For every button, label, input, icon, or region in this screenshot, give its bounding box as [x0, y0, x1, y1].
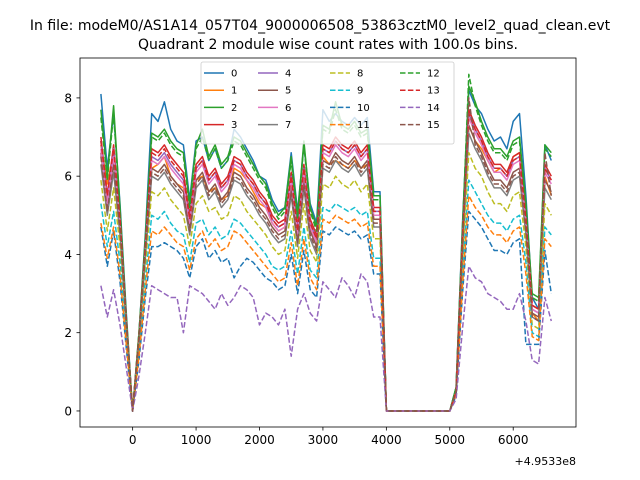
x-tick-label: 5000	[435, 433, 466, 447]
legend-label-14: 14	[427, 103, 440, 114]
y-tick-label: 6	[64, 170, 72, 184]
x-offset-label: +4.9533e8	[515, 455, 576, 468]
legend-label-15: 15	[427, 120, 440, 131]
x-tick-label: 4000	[371, 433, 402, 447]
x-tick-label: 6000	[498, 433, 529, 447]
legend-label-11: 11	[357, 120, 370, 131]
series-line-4	[100, 112, 552, 412]
legend-label-9: 9	[357, 86, 363, 97]
x-tick-label: 1000	[181, 433, 212, 447]
legend-label-3: 3	[231, 120, 237, 131]
legend-label-5: 5	[285, 86, 291, 97]
series-line-5	[100, 124, 552, 412]
legend-label-0: 0	[231, 69, 237, 80]
x-tick-label: 3000	[308, 433, 339, 447]
x-tick-label: 0	[129, 433, 137, 447]
y-tick-label: 0	[64, 404, 72, 418]
series-line-11	[100, 194, 552, 412]
figure-suptitle: In file: modeM0/AS1A14_057T04_9000006508…	[30, 18, 611, 34]
series-line-8	[100, 151, 552, 412]
series-line-3	[100, 108, 552, 412]
y-tick-label: 2	[64, 326, 72, 340]
y-tick-label: 8	[64, 91, 72, 105]
legend-label-6: 6	[285, 103, 291, 114]
plot-area: 0 1000 2000 3000 4000 5000 6000024680123456789…	[64, 57, 577, 447]
legend-label-2: 2	[231, 103, 237, 114]
legend-label-13: 13	[427, 86, 440, 97]
legend-label-10: 10	[357, 103, 370, 114]
legend-label-12: 12	[427, 69, 440, 80]
legend-label-8: 8	[357, 69, 363, 80]
series-line-15	[100, 97, 553, 412]
series-line-9	[100, 179, 552, 412]
legend-label-7: 7	[285, 120, 291, 131]
legend-label-1: 1	[231, 86, 237, 97]
legend-box	[200, 61, 455, 145]
series-line-14	[100, 265, 553, 412]
y-tick-label: 4	[64, 248, 72, 262]
chart-title: Quadrant 2 module wise count rates with …	[138, 37, 518, 53]
x-tick-label: 2000	[244, 433, 275, 447]
axes-frame	[79, 57, 577, 428]
legend-label-4: 4	[285, 69, 291, 80]
series-line-6	[100, 116, 552, 412]
series-line-7	[100, 132, 552, 412]
